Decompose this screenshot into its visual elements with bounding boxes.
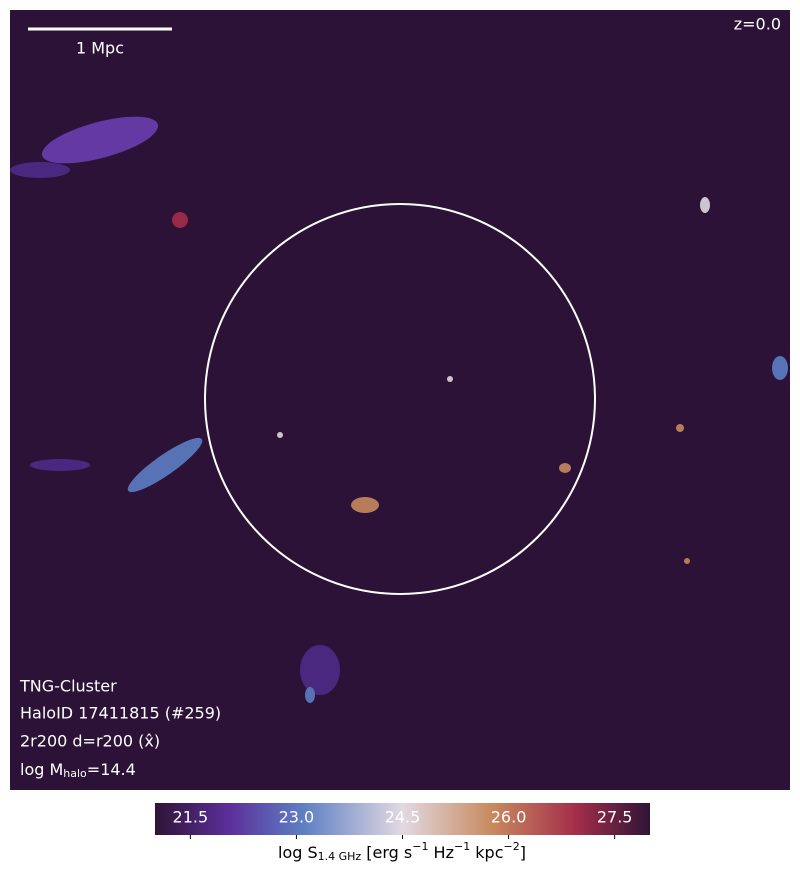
colorbar-tick-label: 27.5 (597, 808, 633, 827)
label-sup: −2 (504, 840, 520, 853)
info-text: =14.4 (87, 760, 136, 779)
colorbar-tick-label: 21.5 (173, 808, 209, 827)
label-part: kpc (470, 843, 503, 862)
colorbar-label: log S1.4 GHz [erg s−1 Hz−1 kpc−2] (278, 840, 526, 863)
label-part: Hz (428, 843, 454, 862)
label-part: [erg s (361, 843, 412, 862)
info-line: TNG-Cluster (19, 677, 117, 696)
label-sup: −1 (412, 840, 428, 853)
colorbar-tick-label: 23.0 (279, 808, 315, 827)
label-sup: −1 (454, 840, 470, 853)
info-line: HaloID 17411815 (#259) (20, 704, 221, 723)
colorbar (155, 803, 650, 835)
label-sub: 1.4 GHz (318, 850, 362, 863)
scale-label: 1 Mpc (76, 39, 124, 58)
info-text: log M (20, 760, 63, 779)
emission (10, 116, 788, 703)
label-part: log S (278, 843, 318, 862)
redshift: z=0.0 (734, 15, 781, 34)
info-line: log Mhalo=14.4 (20, 760, 136, 781)
r200-circle (204, 203, 596, 595)
label-part: ] (520, 843, 526, 862)
colorbar-tick-label: 24.5 (385, 808, 421, 827)
colorbar-tick-label: 26.0 (491, 808, 527, 827)
info-line: 2r200 d=r200 (x̂) (20, 732, 160, 751)
info-sub: halo (63, 767, 87, 780)
